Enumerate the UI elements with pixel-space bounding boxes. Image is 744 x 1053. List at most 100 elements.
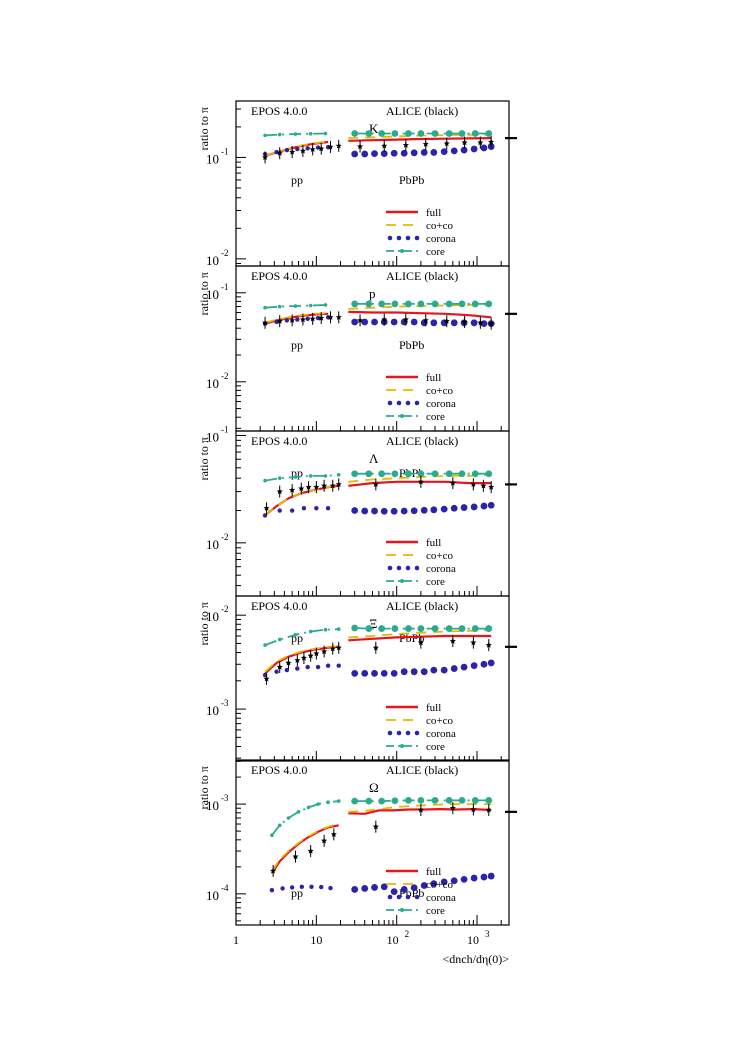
alice-point bbox=[263, 675, 270, 682]
alice-point bbox=[422, 317, 429, 323]
core-marker bbox=[485, 796, 493, 804]
legend-corona-marker bbox=[405, 730, 411, 736]
corona-point bbox=[480, 144, 488, 152]
alice-point bbox=[470, 806, 477, 813]
corona-point bbox=[284, 318, 290, 323]
core-line bbox=[271, 800, 339, 836]
corona-point bbox=[410, 884, 418, 892]
core-marker bbox=[293, 632, 298, 637]
corona-point bbox=[430, 666, 438, 674]
corona-point bbox=[410, 668, 418, 676]
alice-point bbox=[470, 639, 477, 646]
alice-point bbox=[329, 482, 336, 489]
y-axis-label: ratio to π bbox=[197, 107, 211, 150]
core-marker bbox=[270, 833, 274, 838]
core-marker bbox=[293, 304, 298, 308]
corona-point bbox=[371, 884, 378, 891]
corona-point bbox=[325, 663, 331, 668]
corona-point bbox=[440, 666, 448, 674]
corona-point bbox=[305, 664, 310, 670]
y-tick-exponent: -3 bbox=[221, 793, 229, 803]
x-tick-exponent: 2 bbox=[405, 929, 410, 939]
alice-point bbox=[307, 652, 314, 659]
core-marker bbox=[405, 625, 412, 632]
corona-point bbox=[420, 882, 428, 889]
coco-line bbox=[264, 645, 339, 673]
legend-corona-marker bbox=[396, 565, 402, 571]
core-marker bbox=[277, 132, 282, 137]
corona-point bbox=[420, 149, 428, 156]
corona-point bbox=[450, 319, 458, 327]
corona-point bbox=[430, 880, 438, 888]
core-marker bbox=[445, 796, 453, 804]
y-tick-label: 10-2 bbox=[206, 371, 229, 391]
core-marker bbox=[296, 810, 301, 814]
core-marker bbox=[323, 131, 328, 136]
corona-point bbox=[480, 660, 488, 668]
alice-label: ALICE (black) bbox=[386, 104, 458, 118]
core-marker bbox=[471, 130, 479, 137]
corona-point bbox=[262, 513, 268, 518]
legend-corona-marker bbox=[387, 565, 393, 571]
alice-point bbox=[485, 806, 492, 813]
y-axis-label: ratio to π bbox=[197, 766, 211, 809]
y-tick-exponent: -2 bbox=[221, 248, 229, 258]
legend-label: core bbox=[426, 741, 445, 753]
legend-corona-marker bbox=[414, 565, 420, 571]
corona-point bbox=[470, 145, 478, 153]
core-marker bbox=[471, 625, 479, 632]
legend-corona-marker bbox=[414, 730, 420, 736]
corona-point bbox=[440, 148, 448, 156]
alice-point bbox=[335, 314, 342, 320]
y-tick-base: 10 bbox=[206, 253, 219, 268]
corona-point bbox=[325, 506, 331, 511]
model-label: EPOS 4.0.0 bbox=[251, 434, 307, 448]
corona-point bbox=[390, 669, 398, 677]
alice-point bbox=[449, 805, 456, 811]
alice-point bbox=[480, 482, 487, 489]
core-marker bbox=[308, 131, 313, 136]
core-marker bbox=[365, 625, 373, 632]
alice-point bbox=[381, 142, 388, 149]
core-marker bbox=[445, 470, 453, 478]
corona-point bbox=[430, 319, 438, 327]
core-marker bbox=[365, 470, 373, 478]
coco-line bbox=[348, 629, 492, 639]
corona-point bbox=[460, 146, 468, 154]
legend-label: full bbox=[426, 372, 441, 384]
full-line bbox=[348, 310, 492, 319]
legend-label: corona bbox=[426, 892, 456, 904]
core-marker bbox=[391, 130, 399, 137]
alice-point bbox=[309, 146, 316, 152]
alice-point bbox=[321, 837, 328, 844]
legend-corona-marker bbox=[414, 894, 420, 900]
alice-point bbox=[327, 143, 334, 150]
alice-point bbox=[449, 479, 456, 486]
alice-point bbox=[321, 648, 328, 655]
core-marker bbox=[378, 625, 386, 632]
legend-corona-marker bbox=[414, 400, 420, 406]
legend-label: full bbox=[426, 702, 441, 714]
pbpb-label: PbPb bbox=[399, 173, 424, 187]
corona-point bbox=[336, 663, 341, 668]
corona-point bbox=[410, 149, 418, 157]
corona-point bbox=[371, 318, 378, 326]
core-marker bbox=[405, 300, 412, 308]
y-tick-label: 10 -1 bbox=[206, 424, 229, 444]
alice-point bbox=[372, 644, 379, 651]
corona-point bbox=[351, 318, 359, 326]
legend-core-marker bbox=[400, 579, 404, 583]
core-marker bbox=[458, 130, 466, 137]
legend-label: core bbox=[426, 576, 445, 588]
core-marker bbox=[277, 304, 282, 309]
core-marker bbox=[263, 305, 267, 310]
corona-point bbox=[274, 669, 279, 674]
alice-point bbox=[270, 867, 277, 874]
y-tick-base: 10 bbox=[206, 888, 219, 903]
alice-point bbox=[309, 315, 316, 322]
alice-point bbox=[285, 659, 292, 666]
plot-area bbox=[262, 130, 495, 164]
